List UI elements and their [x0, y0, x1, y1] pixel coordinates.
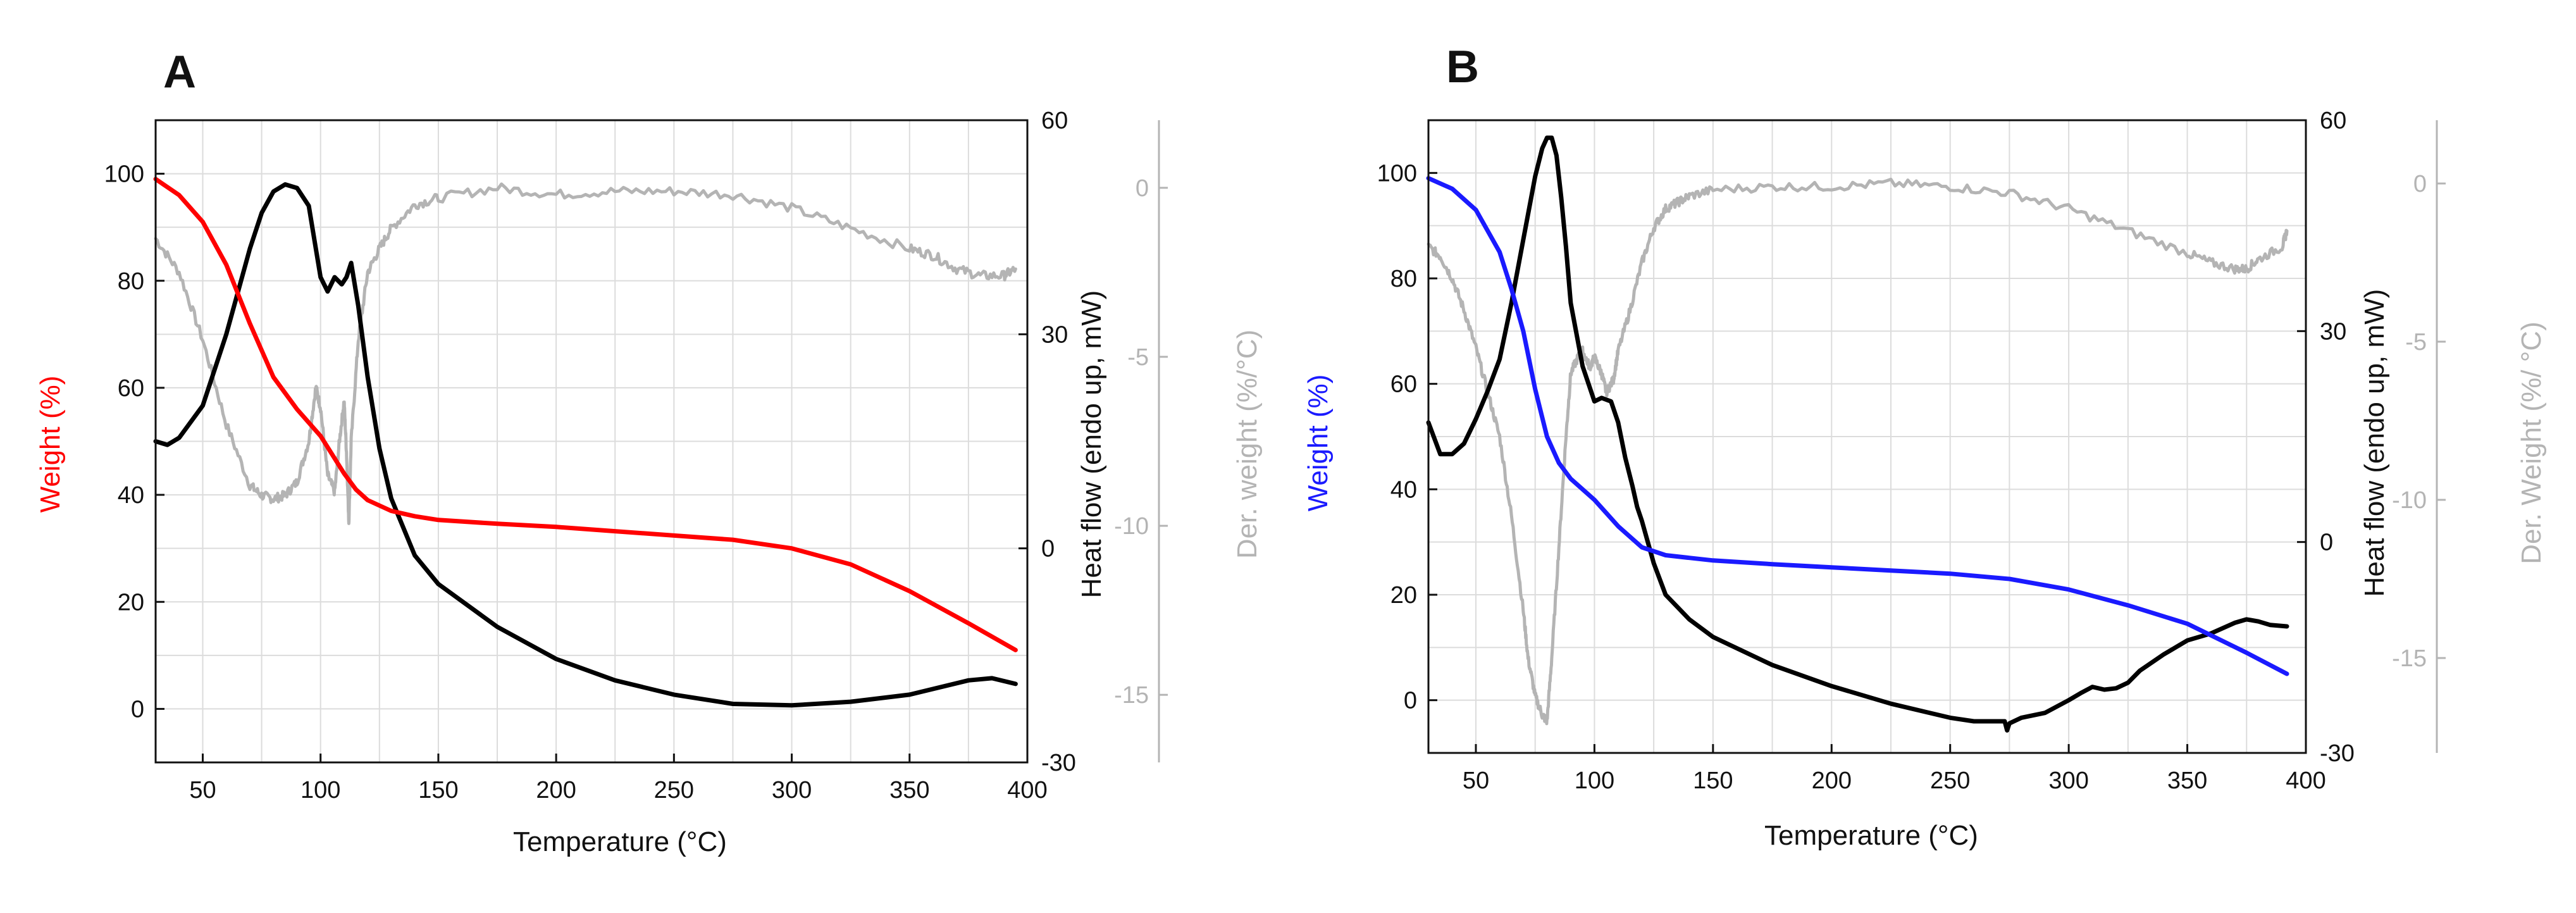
x-tick-label: 350: [889, 777, 929, 804]
panel-a-x-axis-title: Temperature (°C): [513, 826, 727, 857]
x-tick-label: 250: [654, 777, 694, 804]
panel-b-ticks: 50 100 150 200 250 300 350 400020406080100-3003…: [1377, 108, 2446, 794]
x-tick-label: 150: [418, 777, 458, 804]
y-left-tick-label: 80: [118, 268, 144, 295]
panel-b-der-weight-line: [1427, 177, 2289, 726]
heat-flow-tick-label: -30: [2320, 740, 2355, 767]
x-tick-label: 50: [189, 777, 216, 804]
x-tick-label: 100: [300, 777, 340, 804]
panel-a-weight-line-path: [153, 177, 1018, 652]
x-tick-label: 400: [2286, 767, 2325, 794]
x-tick-label: 100: [1575, 767, 1614, 794]
panel-b-axes: [1427, 119, 2438, 754]
panel-a-letter: A: [163, 47, 196, 97]
der-weight-tick-label: -10: [2392, 487, 2427, 514]
x-tick-label: 300: [772, 777, 812, 804]
panel-a: A 50 100 150 200 250 300 350 400020406080100-30…: [35, 47, 1263, 857]
panel-b-heat-flow-axis-title: Heat flow (endo up, mW): [2359, 289, 2390, 597]
panel-b-heat-flow-line-path: [1426, 135, 2289, 733]
y-left-tick-label: 0: [1404, 688, 1417, 714]
y-left-tick-label: 20: [1390, 582, 1417, 609]
y-left-tick-label: 40: [118, 482, 144, 509]
x-tick-label: 400: [1007, 777, 1047, 804]
panel-a-heat-flow-axis-title: Heat flow (endo up, mW): [1076, 290, 1107, 599]
y-left-tick-label: 60: [118, 375, 144, 402]
heat-flow-tick-label: 60: [2320, 108, 2346, 134]
panel-b-weight-line: [1426, 176, 2289, 676]
panel-a-grid: [156, 120, 1027, 763]
panel-b-weight-line-path: [1426, 176, 2289, 676]
y-left-tick-label: 80: [1390, 266, 1417, 292]
panel-b-grid: [1428, 120, 2306, 754]
panel-a-der-weight-axis-title: Der. weight (%/°C): [1232, 330, 1263, 559]
x-tick-label: 350: [2167, 767, 2207, 794]
panel-a-heat-flow-line: [153, 182, 1018, 708]
heat-flow-tick-label: -30: [1041, 750, 1076, 776]
panel-a-ticks: 50 100 150 200 250 300 350 400020406080100-3003…: [104, 108, 1168, 804]
x-tick-label: 200: [1812, 767, 1852, 794]
der-weight-tick-label: -5: [1127, 344, 1149, 371]
heat-flow-tick-label: 60: [1041, 108, 1068, 134]
y-left-tick-label: 40: [1390, 476, 1417, 503]
panel-a-left-axis-title: Weight (%): [35, 376, 66, 513]
panel-a-axes: [154, 119, 1160, 764]
panel-b-der-weight-axis-title: Der. Weight (%/ °C): [2516, 321, 2547, 564]
panel-a-heat-flow-line-path: [153, 182, 1018, 708]
panel-a-der-weight-line-path: [154, 182, 1017, 525]
heat-flow-tick-label: 30: [2320, 318, 2346, 345]
panel-b-letter: B: [1446, 42, 1479, 92]
x-tick-label: 250: [1930, 767, 1970, 794]
y-left-tick-label: 60: [1390, 371, 1417, 398]
heat-flow-tick-label: 0: [2320, 530, 2333, 556]
panel-b-heat-flow-line: [1426, 135, 2289, 733]
heat-flow-tick-label: 30: [1041, 321, 1068, 348]
der-weight-tick-label: -10: [1114, 513, 1149, 540]
panel-a-weight-line: [153, 177, 1018, 652]
y-left-tick-label: 20: [118, 589, 144, 616]
der-weight-tick-label: 0: [2413, 171, 2427, 197]
der-weight-tick-label: -15: [2392, 645, 2427, 672]
heat-flow-tick-label: 0: [1041, 536, 1055, 562]
plot-frame: [154, 119, 1029, 764]
panel-b-der-weight-line-path: [1427, 177, 2289, 726]
panel-b-left-axis-title: Weight (%): [1303, 375, 1334, 512]
panel-a-der-weight-line: [154, 182, 1017, 525]
plot-frame: [1427, 119, 2307, 754]
x-tick-label: 150: [1693, 767, 1733, 794]
x-tick-label: 200: [536, 777, 576, 804]
panel-b-x-axis-title: Temperature (°C): [1764, 820, 1978, 851]
y-left-tick-label: 0: [131, 696, 144, 723]
der-weight-tick-label: -15: [1114, 682, 1149, 709]
y-left-tick-label: 100: [1377, 160, 1417, 187]
panel-b: B 50 100 150 200 250 300 350 400020406080100-30…: [1303, 42, 2547, 851]
x-tick-label: 50: [1463, 767, 1489, 794]
der-weight-tick-label: -5: [2405, 329, 2427, 356]
x-tick-label: 300: [2048, 767, 2088, 794]
y-left-tick-label: 100: [104, 161, 144, 188]
der-weight-tick-label: 0: [1136, 175, 1149, 202]
